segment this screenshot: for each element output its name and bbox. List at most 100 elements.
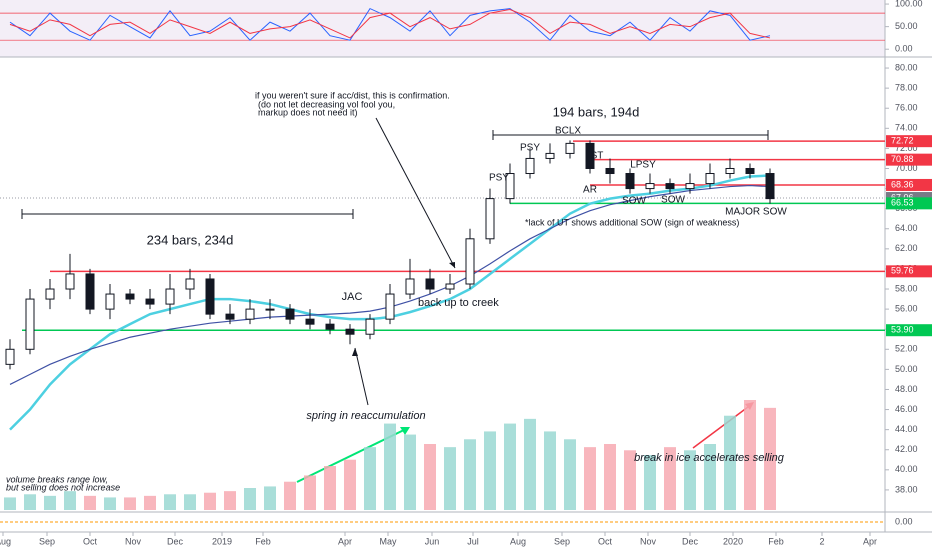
volume-bar (84, 495, 96, 510)
candle-body (285, 308, 295, 320)
volume-bar (484, 431, 496, 510)
annotation: *lack of UT shows additional SOW (sign o… (525, 217, 739, 227)
candle-body (665, 183, 675, 190)
x-tick-label: Jul (467, 536, 479, 546)
candle-body (685, 183, 695, 190)
level-tag (886, 135, 932, 148)
stochastic-line (9, 8, 771, 39)
candle-body (165, 288, 175, 305)
level-label: 53.90 (891, 325, 914, 335)
level-tag (886, 265, 932, 278)
annotation: PSY (520, 143, 540, 154)
volume-bar (544, 431, 556, 510)
volume-bar (604, 444, 616, 510)
candle-body (545, 152, 555, 159)
volume-bar (504, 423, 516, 510)
candle-body (205, 278, 215, 315)
volume-bar (644, 455, 656, 510)
volume-bar (464, 439, 476, 510)
annotation: 194 bars, 194d (553, 104, 640, 119)
candle-body (465, 238, 475, 285)
candle-body (565, 142, 575, 154)
level-label: 66.53 (891, 198, 914, 208)
y-tick-label: 50.00 (895, 364, 918, 374)
candle-body (85, 273, 95, 310)
volume-bar (304, 475, 316, 510)
y-tick-label: 0.00 (895, 516, 913, 526)
volume-bar (664, 447, 676, 510)
x-tick-label: Aug (510, 536, 526, 546)
candle-body (725, 167, 735, 175)
level-tag (886, 197, 932, 210)
candle-body (45, 288, 55, 300)
volume-bar (264, 486, 276, 510)
annotation: spring in reaccumulation (306, 410, 425, 422)
candle-body (405, 278, 415, 295)
y-tick-label: 0.00 (895, 44, 913, 54)
candle-body (605, 167, 615, 175)
y-tick-label: 78.00 (895, 83, 918, 93)
y-tick-label: 58.00 (895, 283, 918, 293)
volume-bar (224, 491, 236, 510)
candle-body (125, 293, 135, 300)
candle-body (105, 293, 115, 310)
x-tick-label: Sep (39, 536, 55, 546)
candle-body (65, 273, 75, 290)
x-tick-label: Nov (640, 536, 657, 546)
volume-bar (424, 444, 436, 510)
x-tick-label: Jun (425, 536, 440, 546)
volume-bar (204, 492, 216, 510)
volume-bar (244, 488, 256, 510)
y-tick-label: 50.00 (895, 21, 918, 31)
stochastic-line (9, 7, 771, 41)
annotation: JAC (342, 291, 363, 303)
volume-bar (564, 439, 576, 510)
annotation: volume breaks range low, (6, 474, 108, 484)
x-tick-label: Aug (0, 536, 11, 546)
candle-body (225, 313, 235, 320)
candle-body (5, 348, 15, 365)
candle-body (625, 173, 635, 190)
candle-body (325, 323, 335, 330)
volume-bar (684, 450, 696, 510)
annotation: ST (591, 151, 604, 162)
y-tick-label: 70.00 (895, 163, 918, 173)
annotation: markup does not need it) (258, 107, 358, 117)
annotation: if you weren't sure if acc/dist, this is… (255, 90, 450, 100)
x-tick-label: 2 (819, 536, 824, 546)
candle-body (385, 293, 395, 320)
level-label: 68.36 (891, 179, 914, 189)
y-tick-label: 52.00 (895, 344, 918, 354)
candle-body (745, 167, 755, 175)
candle-body (525, 157, 535, 175)
volume-bar (404, 434, 416, 510)
volume-bar (584, 447, 596, 510)
volume-bar (144, 495, 156, 510)
x-tick-label: 2019 (212, 536, 232, 546)
x-tick-label: Sep (554, 536, 570, 546)
volume-bar (624, 450, 636, 510)
volume-bar (384, 423, 396, 510)
volume-bar (284, 481, 296, 510)
candle-body (705, 173, 715, 185)
y-tick-label: 40.00 (895, 464, 918, 474)
candle-body (265, 308, 275, 311)
annotation: PSY (489, 173, 509, 184)
level-tag (886, 324, 932, 337)
candle-body (505, 173, 515, 200)
level-tag (886, 153, 932, 166)
level-label: 72.72 (891, 136, 914, 146)
x-tick-label: Dec (682, 536, 699, 546)
y-tick-label: 100.00 (895, 0, 923, 8)
x-tick-label: Feb (768, 536, 784, 546)
volume-bar (444, 447, 456, 510)
y-tick-label: 74.00 (895, 123, 918, 133)
x-tick-label: Apr (863, 536, 877, 546)
y-tick-label: 56.00 (895, 303, 918, 313)
volume-bar (344, 459, 356, 510)
candle-body (245, 308, 255, 320)
candle-body (345, 328, 355, 335)
annotation: MAJOR SOW (725, 207, 787, 218)
x-tick-label: May (379, 536, 397, 546)
